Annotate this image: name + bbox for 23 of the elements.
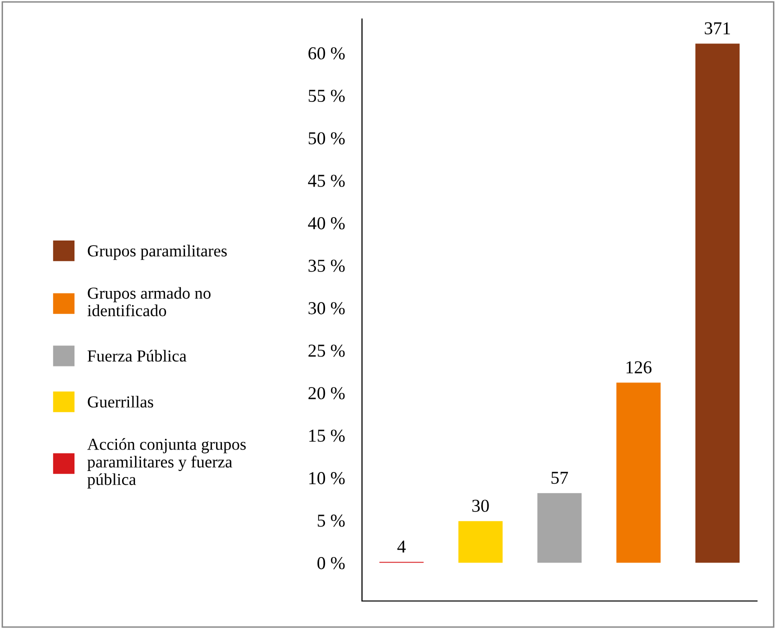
- y-tick-label: 25 %: [308, 344, 345, 357]
- legend-label: Acción conjunta grupos paramilitares y fuerza pública: [87, 438, 246, 488]
- legend-label: Grupos paramilitares: [88, 244, 227, 260]
- y-tick-label: 5 %: [318, 514, 345, 527]
- y-tick-label: 35 %: [308, 260, 345, 272]
- legend-label: Guerrillas: [88, 396, 154, 408]
- y-tick-label: 40 %: [308, 217, 345, 230]
- y-tick-label: 10 %: [309, 472, 345, 484]
- y-tick-label: 55 %: [308, 90, 345, 102]
- y-tick-label: 15 %: [309, 430, 345, 442]
- annotation: 30: [472, 500, 489, 512]
- y-tick-label: 20 %: [308, 387, 345, 400]
- y-tick-label: 0 %: [317, 557, 345, 570]
- annotation: 371: [704, 22, 730, 34]
- y-tick-label: 30 %: [308, 302, 345, 314]
- legend-label: Grupos armado no identificado: [87, 287, 211, 316]
- y-tick-label: 50 %: [308, 132, 345, 144]
- y-tick-label: 60 %: [308, 47, 345, 60]
- y-tick-label: 45 %: [308, 174, 345, 187]
- annotation: 4: [397, 540, 406, 553]
- legend-label: Fuerza Pública: [88, 350, 186, 362]
- annotation: 57: [552, 472, 568, 484]
- annotation: 126: [626, 361, 652, 374]
